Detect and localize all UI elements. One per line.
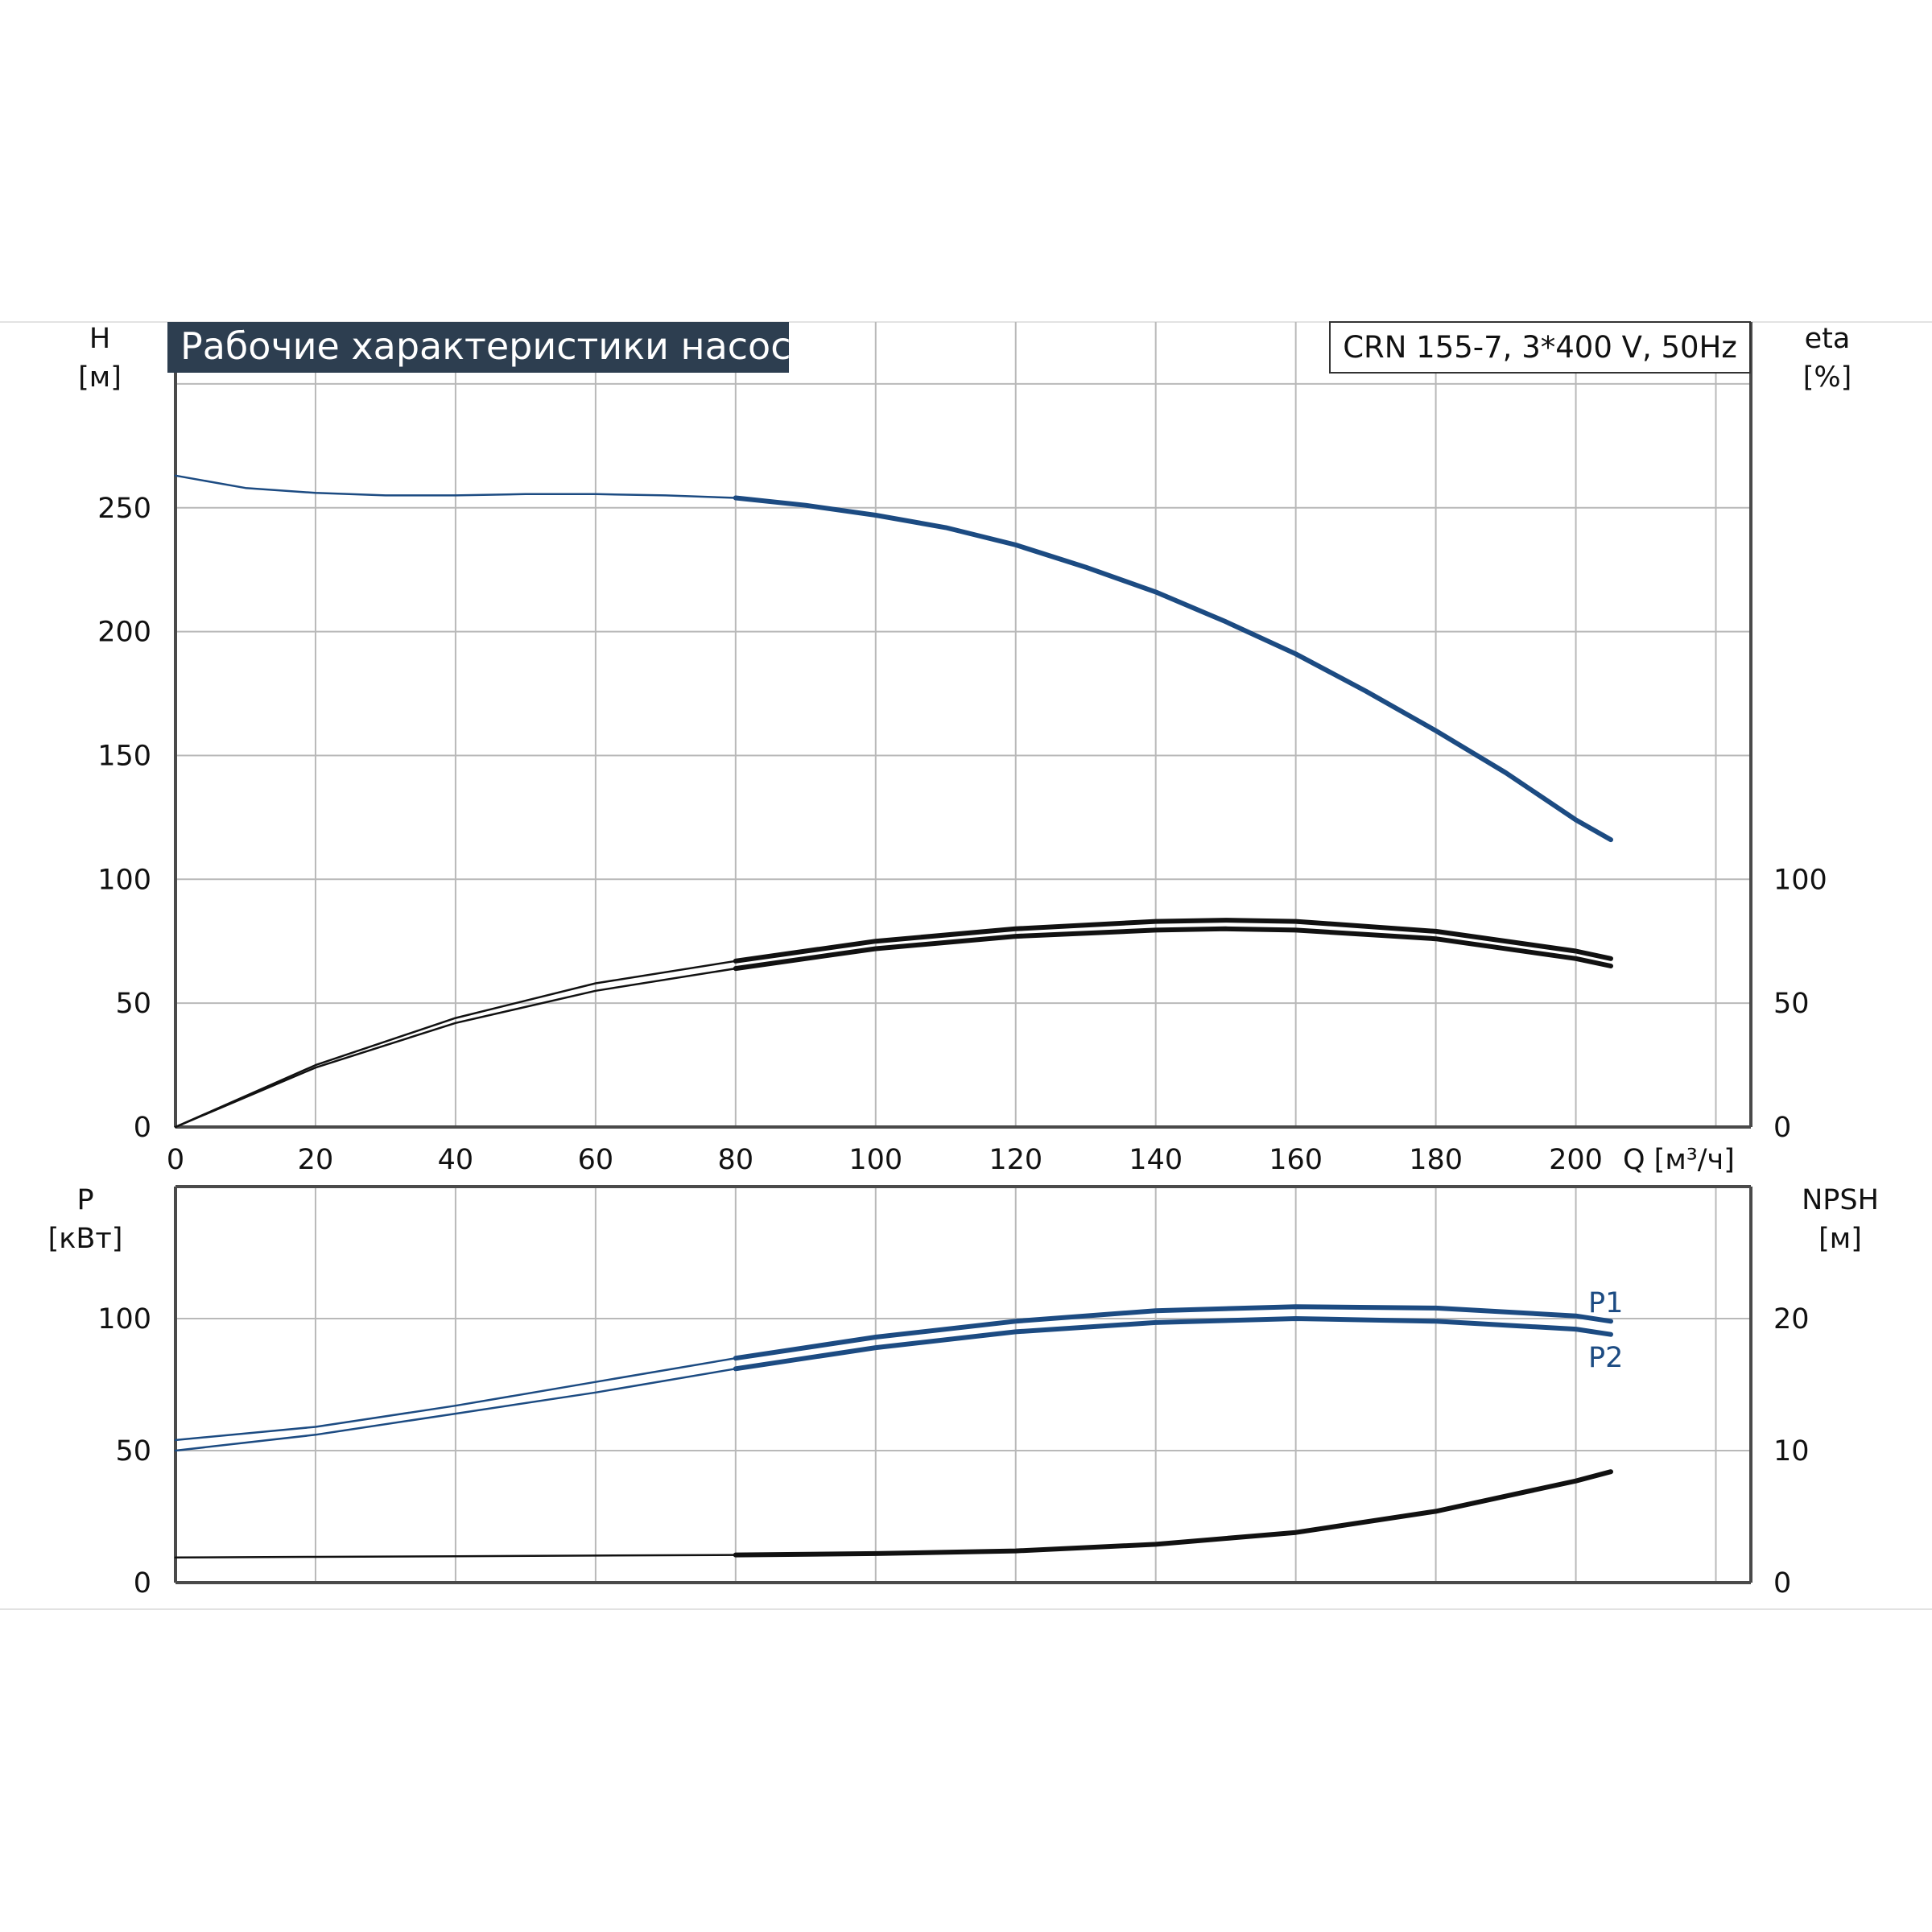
top-y-left-tick: 200 (97, 617, 151, 649)
x-tick-label: 40 (438, 1144, 474, 1176)
p2-curve-thin (174, 1368, 737, 1452)
x-tick-label: 140 (1129, 1144, 1183, 1176)
top-y-right-tick: 0 (1773, 1112, 1791, 1144)
x-tick-label: 120 (989, 1144, 1042, 1176)
y-left-name-bottom: P (76, 1184, 93, 1216)
x-tick-label: 0 (167, 1144, 184, 1176)
p1-curve (733, 1304, 1613, 1361)
top-series-2-curve-thin (174, 967, 737, 1129)
top-series-0-curve-thin (174, 474, 737, 499)
y-left-name-top: H (89, 323, 110, 355)
x-tick-label: 20 (298, 1144, 334, 1176)
top-y-right-tick: 100 (1773, 864, 1827, 896)
bottom-y-right-tick: 10 (1773, 1435, 1810, 1468)
y-left-unit-top: [м] (78, 361, 122, 394)
series-label-p2: P2 (1588, 1342, 1623, 1374)
y-right-name-bottom: NPSH (1802, 1184, 1879, 1216)
y-left-unit-bottom: [кВт] (48, 1223, 123, 1255)
top-y-left-tick: 250 (97, 493, 151, 525)
bottom-y-left-tick: 100 (97, 1303, 151, 1335)
bottom-series-2-curve (733, 1469, 1613, 1558)
x-tick-label: 80 (718, 1144, 754, 1176)
top-y-left-tick: 100 (97, 864, 151, 896)
x-tick-label: 160 (1269, 1144, 1323, 1176)
chart-title: Рабочие характеристики насоса (180, 324, 814, 368)
top-series-1-curve-thin (174, 960, 737, 1129)
bottom-y-right-tick: 20 (1773, 1303, 1810, 1335)
title-badge (167, 322, 789, 373)
bottom-series-2-curve-thin (174, 1554, 737, 1559)
top-series-0-curve (733, 495, 1613, 843)
x-tick-label: 180 (1409, 1144, 1463, 1176)
x-tick-label: 200 (1549, 1144, 1603, 1176)
top-series-1-curve (733, 918, 1613, 964)
top-panel-grid (174, 322, 1752, 1129)
bottom-y-left-tick: 50 (115, 1435, 151, 1468)
y-right-unit-top: [%] (1803, 361, 1852, 394)
x-tick-label: 100 (848, 1144, 902, 1176)
top-y-left-tick: 0 (134, 1112, 151, 1144)
x-axis-label: Q [м³/ч] (1623, 1144, 1735, 1176)
curves-layer (174, 474, 1613, 1559)
bottom-panel-grid (174, 1185, 1752, 1584)
model-box (1329, 321, 1751, 374)
p1-curve-thin (174, 1356, 737, 1442)
top-y-left-tick: 150 (97, 740, 151, 772)
series-label-p1: P1 (1588, 1287, 1623, 1319)
top-y-left-tick: 50 (115, 988, 151, 1020)
bottom-y-left-tick: 0 (134, 1567, 151, 1600)
top-series-2-curve (733, 926, 1613, 972)
x-tick-label: 60 (578, 1144, 614, 1176)
top-y-right-tick: 50 (1773, 988, 1810, 1020)
y-right-unit-bottom: [м] (1818, 1223, 1862, 1255)
model-label: CRN 155-7, 3*400 V, 50Hz (1343, 330, 1737, 365)
y-right-name-top: eta (1805, 323, 1851, 355)
p2-curve (733, 1316, 1613, 1372)
bottom-y-right-tick: 0 (1773, 1567, 1791, 1600)
